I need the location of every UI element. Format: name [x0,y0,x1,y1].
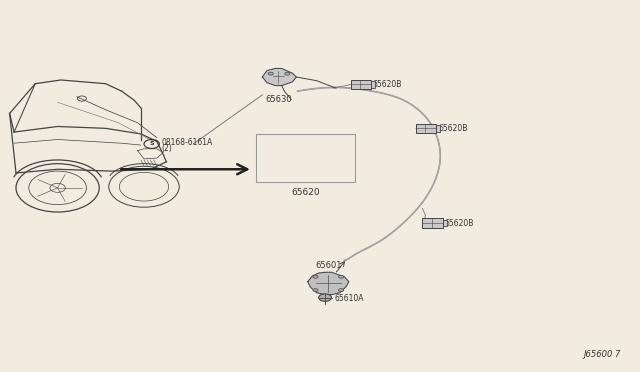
Text: 65620: 65620 [292,188,320,197]
Text: 65620B: 65620B [438,124,468,133]
Text: J65600 7: J65600 7 [584,350,621,359]
Circle shape [313,275,318,278]
Text: (2): (2) [161,144,172,153]
Bar [436,125,440,132]
Circle shape [339,275,344,278]
Circle shape [268,72,273,75]
Circle shape [319,294,332,301]
Bar [422,218,443,228]
Circle shape [339,289,344,292]
Text: 65601: 65601 [315,261,342,270]
Text: 65620B: 65620B [445,219,474,228]
Text: 65630: 65630 [265,95,292,104]
Polygon shape [262,68,296,86]
Circle shape [313,289,318,292]
Bar [351,80,371,89]
Text: 65620B: 65620B [372,80,402,89]
Polygon shape [308,272,349,295]
Bar [256,134,355,182]
Text: 08168-6161A: 08168-6161A [161,138,212,147]
Bar [371,81,375,88]
Text: S: S [149,141,154,147]
Circle shape [285,72,290,75]
Bar [416,124,436,133]
Bar [443,220,447,227]
Text: 65610A: 65610A [334,294,364,303]
